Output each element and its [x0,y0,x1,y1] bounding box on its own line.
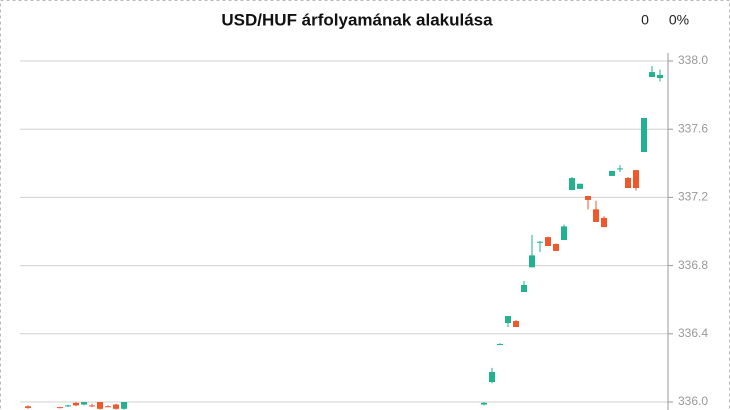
y-tick-label: 337.6 [678,121,708,135]
candle-body [529,255,535,268]
candle-body [505,316,511,324]
candle-body [593,209,599,222]
candle-body [577,183,583,189]
candle-body [481,402,487,405]
candle-body [641,117,647,153]
candle-body [89,405,95,407]
change-value: 0 [641,12,649,28]
chart-title: USD/HUF árfolyamának alakulása [221,10,493,29]
candle-body [569,178,575,191]
candle-body [121,402,127,409]
candle-body [585,196,591,200]
candle-body [105,406,111,408]
candle-body [633,170,639,189]
change-percent: 0% [669,12,689,28]
candle-body [601,217,607,228]
candle-body [25,406,31,408]
candle-body [81,402,87,405]
candle-body [65,405,71,407]
candle-body [649,72,655,78]
candle-body [513,321,519,327]
candle-body [657,74,663,79]
candle-body [625,177,631,189]
y-tick-label: 336.8 [678,258,708,272]
y-tick-label: 336.4 [678,326,708,340]
candle-body [617,168,623,170]
candle-body [497,344,503,346]
y-tick-label: 336.0 [678,394,708,408]
candle-body [537,241,543,243]
candle-body [113,404,119,409]
candle-body [553,243,559,251]
y-tick-label: 338.0 [678,53,708,67]
candle-body [545,237,551,246]
candle-body [521,285,527,293]
candle-body [97,402,103,409]
candle-body [489,371,495,383]
candle-body [561,226,567,241]
candle-body [73,402,79,406]
candle-body [609,170,615,176]
y-tick-label: 337.2 [678,190,708,204]
candle-body [57,407,63,409]
